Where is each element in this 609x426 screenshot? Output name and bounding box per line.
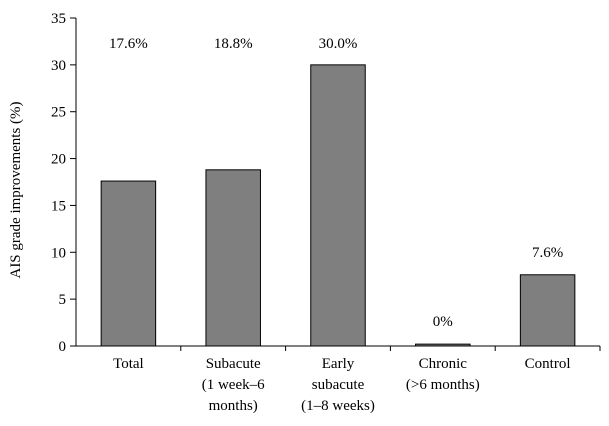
data-label: 30.0% bbox=[319, 36, 358, 52]
data-label: 17.6% bbox=[109, 36, 148, 52]
bar bbox=[310, 64, 366, 347]
data-label: 0% bbox=[433, 314, 453, 330]
y-tick-label: 0 bbox=[59, 339, 67, 355]
y-tick-label: 30 bbox=[51, 58, 66, 74]
y-tick-label: 10 bbox=[51, 245, 66, 261]
x-tick-label: Early subacute (1–8 weeks) bbox=[301, 356, 375, 414]
x-tick-label: Control bbox=[525, 356, 571, 372]
data-label: 7.6% bbox=[532, 245, 563, 261]
y-axis-label: AIS grade improvements (%) bbox=[8, 101, 24, 278]
y-tick-label: 15 bbox=[51, 198, 66, 214]
x-axis: Total Subacute (1 week–6 months) Early subacu… bbox=[76, 345, 601, 414]
y-axis: 0 5 10 15 20 25 30 35 bbox=[51, 11, 77, 355]
y-tick-label: 25 bbox=[51, 105, 66, 121]
bar bbox=[205, 169, 261, 347]
x-tick-label: Chronic (>6 months) bbox=[406, 356, 480, 393]
bar bbox=[100, 180, 157, 347]
y-tick-label: 20 bbox=[51, 152, 66, 168]
y-tick-label: 35 bbox=[51, 11, 66, 27]
data-label: 18.8% bbox=[214, 36, 253, 52]
bars bbox=[100, 64, 576, 347]
x-tick-label: Subacute (1 week–6 months) bbox=[202, 356, 265, 414]
x-tick-label: Total bbox=[113, 356, 144, 372]
data-labels: 17.6% 18.8% 30.0% 0% 7.6% bbox=[109, 36, 563, 330]
bar bbox=[519, 274, 576, 347]
y-tick-label: 5 bbox=[59, 292, 67, 308]
